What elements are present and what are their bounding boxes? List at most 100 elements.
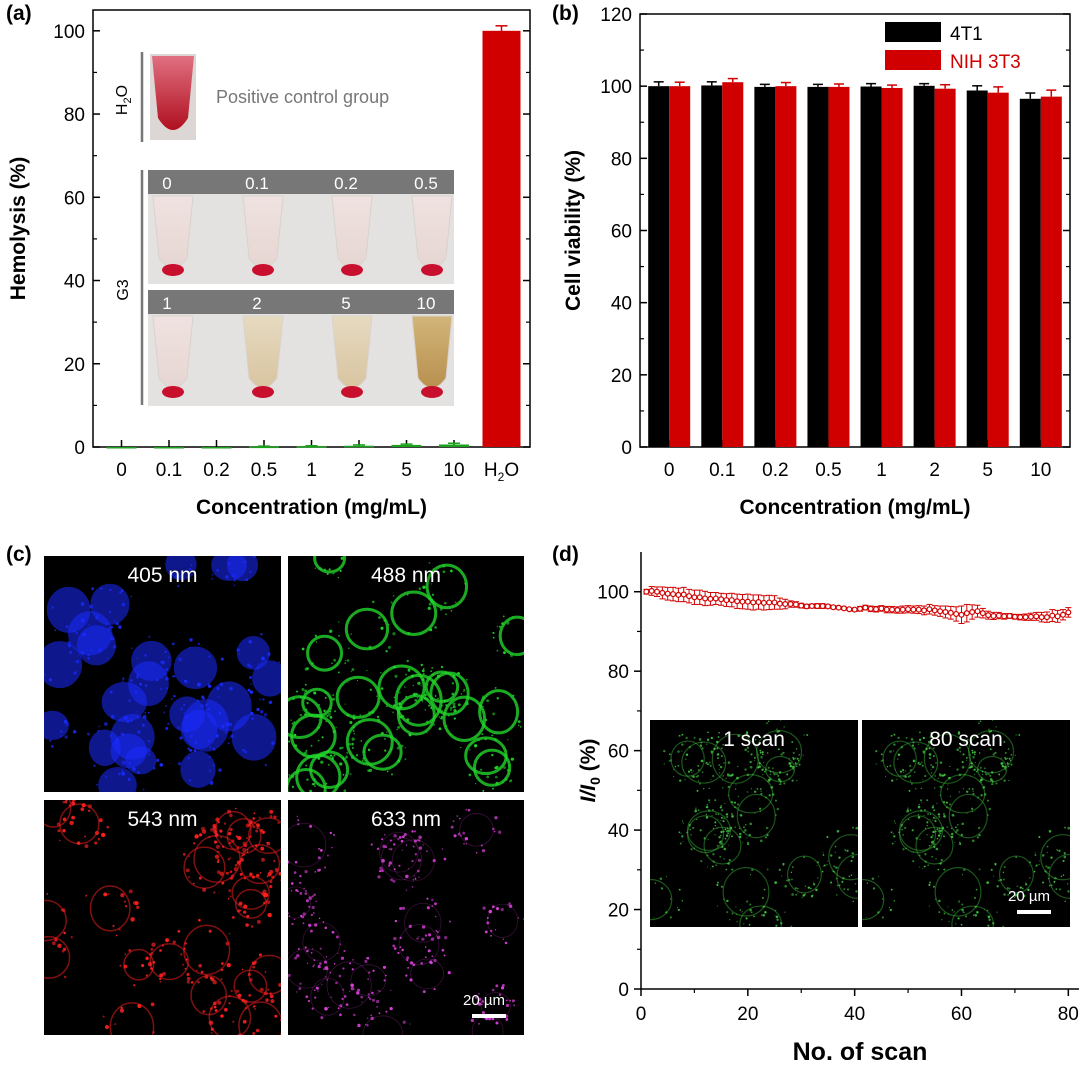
speckle [317,990,319,992]
speckle [243,877,246,880]
speckle [980,794,983,797]
speckle [397,838,400,841]
speckle [450,569,453,573]
speckle [453,834,457,838]
speckle [759,839,763,843]
speckle [791,779,794,782]
data-point-d [889,606,896,613]
speckle [306,701,309,705]
tube [331,195,373,269]
speckle [958,900,961,903]
speckle [678,888,681,891]
speckle [106,825,110,829]
speckle [231,915,235,919]
speckle [748,923,751,926]
speckle [507,623,509,625]
speckle [333,963,336,965]
x-tick-label-a: 5 [401,460,412,481]
speckle [347,647,350,650]
speckle [321,736,324,739]
speckle [981,773,984,776]
speckle [912,860,915,863]
cell-shape [190,975,228,1016]
speckle [291,785,295,789]
speckle [679,842,682,845]
speckle [388,861,393,865]
speckle [932,842,936,846]
speckle [685,753,689,756]
speckle [249,665,253,669]
speckle [697,769,700,772]
speckle [441,709,443,712]
speckle [918,738,922,741]
speckle [177,585,180,588]
speckle [188,855,190,858]
speckle [339,762,343,766]
speckle [320,1016,324,1020]
speckle [306,949,309,953]
speckle [227,809,232,814]
speckle [509,999,512,1002]
speckle [293,733,297,737]
speckle [185,958,188,961]
cell-shape [703,826,742,865]
speckle [971,839,975,843]
speckle [407,868,410,870]
speckle [722,830,725,833]
speckle [773,772,776,776]
speckle [958,837,960,839]
cell-shape [882,740,917,777]
speckle [712,827,715,830]
micro-488: 488 nm [288,556,524,792]
speckle [976,911,979,914]
speckle [926,824,928,827]
speckle [681,899,684,902]
speckle [765,796,768,799]
speckle [939,794,941,796]
speckle [443,954,446,957]
speckle [412,684,414,687]
speckle [386,770,389,773]
cell-shape [231,875,270,910]
speckle [926,821,929,823]
speckle [905,736,908,739]
bar-b-4t1 [1019,98,1041,447]
speckle [64,735,68,739]
speckle [423,667,425,670]
cell-shape [711,733,759,784]
speckle [1014,894,1018,897]
speckle [918,866,921,868]
tube [242,315,284,389]
speckle [112,924,115,927]
speckle [325,967,329,971]
speckle [834,851,836,854]
speckle [717,813,720,815]
bar-b-nih3t3 [881,87,903,448]
speckle [764,911,767,914]
speckle [988,807,991,811]
speckle [712,774,715,778]
speckle [709,801,711,803]
speckle [503,651,506,655]
speckle [441,948,445,952]
cell-shape [288,886,311,919]
y-tick-label-b: 100 [600,77,632,98]
speckle [102,1015,105,1018]
cell-shape [487,903,519,938]
speckle [889,764,892,767]
speckle [408,924,412,928]
speckle [233,867,238,872]
speckle [316,713,319,717]
speckle [243,910,247,914]
speckle [351,742,354,746]
speckle [231,573,236,578]
speckle [225,575,229,579]
speckle [724,803,726,805]
speckle [332,730,336,734]
speckle [350,983,354,987]
speckle [950,827,953,830]
speckle [221,724,225,728]
speckle [668,760,671,762]
speckle [697,809,700,811]
speckle [400,839,404,843]
